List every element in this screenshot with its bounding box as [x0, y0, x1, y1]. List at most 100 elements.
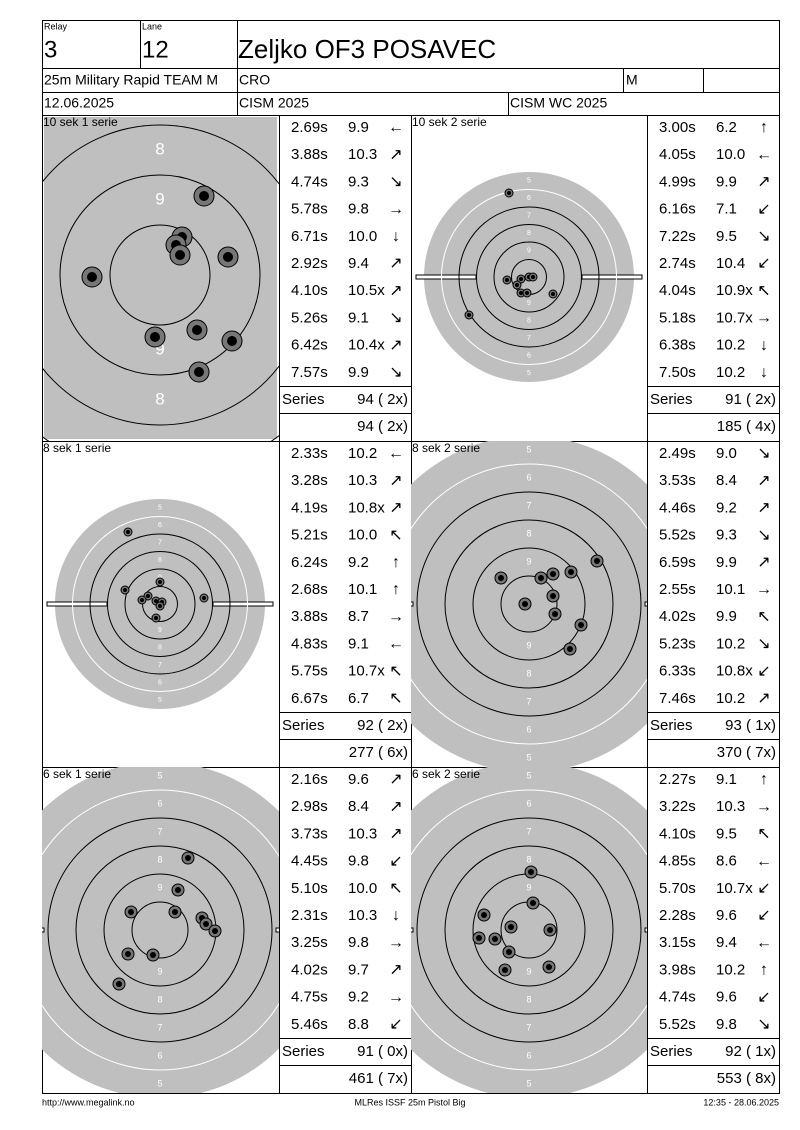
- ring: [131, 901, 189, 959]
- shot-direction: ↙: [757, 989, 770, 1006]
- shot-time: 2.49s: [659, 445, 696, 462]
- competition: CISM 2025: [239, 95, 309, 111]
- shot-time: 7.46s: [659, 690, 696, 707]
- shot-time: 4.04s: [659, 282, 696, 299]
- ring: [47, 817, 273, 1043]
- shot-core: [227, 336, 237, 346]
- shot-score: 9.9: [348, 119, 369, 136]
- target-bar: [415, 274, 477, 280]
- shot-direction: ↑: [760, 771, 768, 788]
- ring: [411, 463, 647, 745]
- shot-direction: ↙: [757, 907, 770, 924]
- shot-core: [212, 928, 218, 934]
- shot-score: 9.1: [348, 635, 369, 652]
- ring-label: 8: [526, 994, 531, 1004]
- shot-core: [185, 855, 191, 861]
- shot-time: 5.18s: [659, 309, 696, 326]
- ring-label: 9: [155, 189, 164, 208]
- shot-direction: ←: [756, 853, 772, 870]
- shot-direction: ↑: [760, 119, 768, 136]
- shot-score: 10.8x: [348, 499, 385, 516]
- shot-score: 9.5: [716, 228, 737, 245]
- shot-time: 5.10s: [291, 880, 328, 897]
- ring-label: 7: [527, 213, 531, 220]
- shot-core: [502, 967, 508, 973]
- shot-time: 2.92s: [291, 255, 328, 272]
- ring-label: 6: [157, 1050, 162, 1060]
- shot-core: [508, 924, 514, 930]
- shot-score: 10.2: [348, 445, 377, 462]
- ring-label: 6: [527, 195, 531, 202]
- shot-direction: ↑: [760, 962, 768, 979]
- shot-time: 4.99s: [659, 173, 696, 190]
- ring-label: 5: [526, 770, 531, 780]
- ring: [75, 845, 245, 1015]
- shot-time: 5.52s: [659, 1016, 696, 1033]
- shot-time: 6.24s: [291, 554, 328, 571]
- shot-direction: ↙: [757, 663, 770, 680]
- footer-software: MLRes ISSF 25m Pistol Big: [354, 1097, 465, 1107]
- shot-score: 10.2: [716, 364, 745, 381]
- shot-time: 2.27s: [659, 771, 696, 788]
- shot-direction: →: [388, 989, 404, 1006]
- date: 12.06.2025: [44, 95, 114, 111]
- shot-score: 6.2: [716, 119, 737, 136]
- shot-time: 4.85s: [659, 853, 696, 870]
- shot-score: 6.7: [348, 690, 369, 707]
- ring-label: 8: [158, 645, 162, 652]
- ring-label: 5: [527, 370, 531, 377]
- shot-score: 10.0: [348, 228, 377, 245]
- shot-core: [594, 558, 600, 564]
- shot-time: 4.10s: [291, 282, 328, 299]
- shot-time: 6.38s: [659, 337, 696, 354]
- shooter-name: Zeljko OF3 POSAVEC: [238, 34, 496, 64]
- ring-label: 6: [157, 798, 162, 808]
- shot-time: 5.23s: [659, 635, 696, 652]
- ring: [42, 789, 279, 1071]
- shot-direction: →: [388, 201, 404, 218]
- gender: M: [626, 72, 638, 88]
- shot-time: 4.45s: [291, 853, 328, 870]
- shot-core: [172, 909, 178, 915]
- ring-label: 7: [158, 662, 162, 669]
- panel-title: 8 sek 2 serie: [412, 441, 480, 455]
- ring-label: 8: [526, 528, 531, 538]
- shot-time: 7.22s: [659, 228, 696, 245]
- ring: [124, 568, 196, 640]
- running-total: 277 ( 6x): [349, 744, 408, 761]
- shot-time: 5.70s: [659, 880, 696, 897]
- shot-time: 2.55s: [659, 581, 696, 598]
- shot-score: 10.2: [716, 635, 745, 652]
- ring-label: 6: [526, 724, 531, 734]
- ring: [444, 845, 614, 1015]
- shot-core: [568, 569, 574, 575]
- shot-core: [192, 325, 202, 335]
- shot-score: 10.0: [348, 880, 377, 897]
- shot-time: 4.10s: [659, 825, 696, 842]
- shot-core: [467, 313, 471, 317]
- shot-core: [126, 530, 130, 534]
- target-bar: [411, 927, 414, 933]
- shot-direction: ↗: [389, 962, 402, 979]
- shot-core: [158, 580, 162, 584]
- shot-direction: ↖: [389, 663, 402, 680]
- ring: [42, 124, 279, 426]
- shot-direction: ↗: [389, 282, 402, 299]
- shot-score: 10.8x: [716, 663, 753, 680]
- shot-core: [528, 869, 534, 875]
- shot-direction: ↖: [389, 527, 402, 544]
- shot-score: 10.2: [716, 337, 745, 354]
- ring-label: 5: [158, 697, 162, 704]
- ring: [89, 533, 231, 675]
- footer-url: http://www.megalink.no: [42, 1097, 135, 1107]
- ring-label: 9: [157, 966, 162, 976]
- ring-label: 9: [527, 300, 531, 307]
- series-score: 94 ( 2x): [357, 391, 408, 408]
- ring-label: 9: [157, 882, 162, 892]
- shot-score: 8.7: [348, 608, 369, 625]
- shot-direction: →: [756, 581, 772, 598]
- ring-label: 8: [157, 994, 162, 1004]
- shot-time: 3.98s: [659, 961, 696, 978]
